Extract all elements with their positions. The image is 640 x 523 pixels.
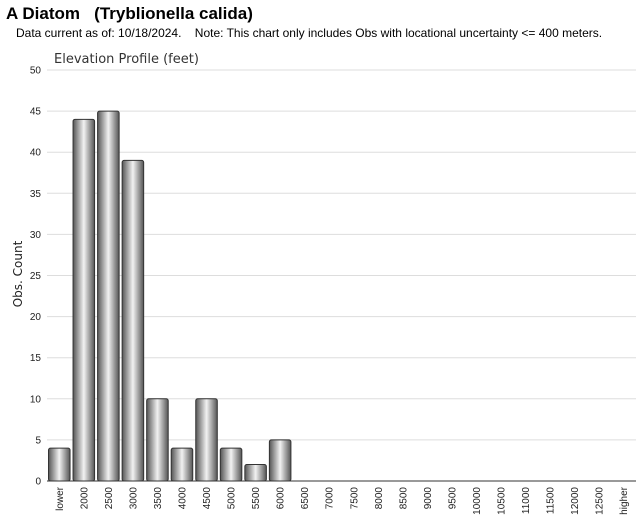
x-tick-label: 5000 (227, 487, 238, 510)
x-tick-label: 2500 (104, 487, 115, 510)
bars (48, 110, 292, 482)
chart-title: Elevation Profile (feet) (54, 52, 199, 67)
y-tick-label: 10 (30, 394, 42, 405)
x-tick-label: 12000 (570, 487, 581, 515)
y-tick-label: 5 (35, 435, 41, 446)
x-tick-label: higher (619, 486, 630, 514)
bar-4500 (195, 398, 218, 482)
bar-lower (48, 447, 71, 482)
y-tick-label: 15 (30, 353, 42, 364)
bar-5500 (244, 464, 267, 482)
x-tick-label: 8500 (398, 487, 409, 510)
x-tick-label: 10000 (472, 487, 483, 515)
bar-3000 (121, 159, 145, 482)
bar-5000 (219, 447, 243, 482)
x-tick-label: 9000 (423, 487, 434, 510)
x-tick-label: 5500 (251, 487, 262, 510)
x-tick-label: 8000 (374, 487, 385, 510)
x-tick-label: 12500 (595, 487, 606, 515)
y-axis-label: Obs. Count (11, 240, 25, 307)
x-tick-label: 4000 (177, 487, 188, 510)
bar-2000 (72, 118, 96, 482)
bar-2500 (97, 110, 120, 482)
bar-4000 (170, 447, 194, 482)
y-tick-label: 30 (30, 230, 42, 241)
x-tick-label: 7500 (349, 487, 360, 510)
page-subtitle: Data current as of: 10/18/2024. Note: Th… (16, 26, 603, 40)
x-tick-label: 3500 (153, 487, 164, 510)
x-tick-label: 6000 (276, 487, 287, 510)
x-tick-label: lower (55, 486, 66, 511)
x-tick-label: 6500 (300, 487, 311, 510)
x-axis-ticks: lower 2000 2500 3000 3500 4000 4500 5000 5500 600… (55, 486, 630, 514)
y-tick-label: 50 (30, 66, 42, 77)
y-tick-label: 45 (30, 107, 42, 118)
y-axis-ticks: 0 5 10 15 20 25 30 35 40 45 50 (30, 66, 42, 488)
y-tick-label: 20 (30, 312, 42, 323)
x-tick-label: 2000 (79, 487, 90, 510)
y-tick-label: 35 (30, 189, 42, 200)
bar-6000 (268, 439, 292, 482)
x-tick-label: 11000 (521, 487, 532, 515)
x-tick-label: 10500 (497, 487, 508, 515)
page-title: A Diatom (Tryblionella calida) (6, 4, 253, 23)
x-tick-label: 4500 (202, 487, 213, 510)
x-tick-label: 3000 (128, 487, 139, 510)
x-tick-label: 7000 (325, 487, 336, 510)
bar-3500 (146, 398, 169, 482)
y-tick-label: 25 (30, 271, 42, 282)
y-tick-label: 0 (35, 477, 41, 488)
x-tick-label: 11500 (546, 487, 557, 515)
grid-lines (47, 69, 636, 482)
y-tick-label: 40 (30, 148, 42, 159)
x-tick-label: 9500 (447, 487, 458, 510)
